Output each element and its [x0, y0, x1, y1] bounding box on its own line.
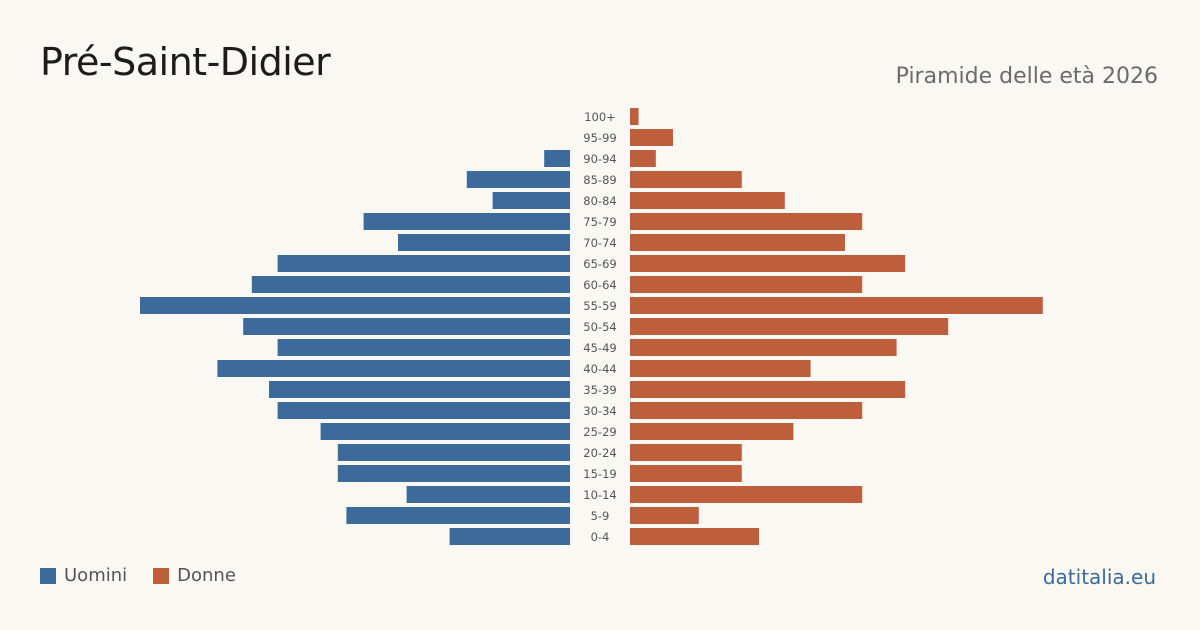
page-title: Pré-Saint-Didier — [40, 40, 331, 84]
bar-men-30-34 — [277, 402, 570, 419]
brand-link[interactable]: datitalia.eu — [1042, 565, 1156, 589]
age-label-50-54: 50-54 — [583, 320, 616, 334]
bar-men-5-9 — [346, 507, 570, 524]
age-label-45-49: 45-49 — [583, 341, 616, 355]
legend-swatch-women — [153, 567, 170, 584]
bar-women-95-99 — [630, 129, 673, 146]
age-label-20-24: 20-24 — [583, 446, 616, 460]
age-label-70-74: 70-74 — [583, 236, 616, 250]
bar-women-35-39 — [630, 381, 906, 398]
bar-men-75-79 — [363, 213, 570, 230]
bar-women-5-9 — [630, 507, 699, 524]
bar-men-90-94 — [544, 150, 570, 167]
bar-women-10-14 — [630, 486, 863, 503]
age-label-15-19: 15-19 — [583, 467, 616, 481]
bar-women-25-29 — [630, 423, 794, 440]
bar-men-80-84 — [492, 192, 570, 209]
bar-men-20-24 — [337, 444, 570, 461]
age-label-75-79: 75-79 — [583, 215, 616, 229]
bar-women-40-44 — [630, 360, 811, 377]
bar-women-60-64 — [630, 276, 863, 293]
bar-women-75-79 — [630, 213, 863, 230]
bar-men-15-19 — [337, 465, 570, 482]
bar-women-20-24 — [630, 444, 742, 461]
bar-men-40-44 — [217, 360, 570, 377]
bar-men-70-74 — [398, 234, 570, 251]
bar-women-55-59 — [630, 297, 1043, 314]
bar-men-85-89 — [466, 171, 570, 188]
bar-women-0-4 — [630, 528, 759, 545]
bar-men-50-54 — [243, 318, 570, 335]
legend-item-men: Uomini — [40, 565, 127, 586]
age-label-35-39: 35-39 — [583, 383, 616, 397]
age-label-65-69: 65-69 — [583, 257, 616, 271]
legend-label-men: Uomini — [64, 565, 128, 586]
legend-label-women: Donne — [177, 565, 236, 586]
bar-women-70-74 — [630, 234, 845, 251]
bar-men-60-64 — [251, 276, 571, 293]
legend-item-women: Donne — [153, 565, 236, 586]
age-label-40-44: 40-44 — [583, 362, 616, 376]
bar-women-65-69 — [630, 255, 906, 272]
age-label-25-29: 25-29 — [583, 425, 616, 439]
age-label-30-34: 30-34 — [583, 404, 616, 418]
bar-men-10-14 — [406, 486, 570, 503]
age-label-95-99: 95-99 — [583, 131, 616, 145]
bar-women-85-89 — [630, 171, 742, 188]
age-label-80-84: 80-84 — [583, 194, 616, 208]
age-label-5-9: 5-9 — [591, 509, 610, 523]
chart-subtitle: Piramide delle età 2026 — [895, 64, 1158, 89]
bar-women-30-34 — [630, 402, 863, 419]
legend-swatch-men — [40, 567, 56, 584]
bar-women-100plus — [630, 108, 639, 125]
age-label-100plus: 100+ — [584, 110, 616, 124]
bar-men-25-29 — [320, 423, 570, 440]
age-label-90-94: 90-94 — [583, 152, 616, 166]
bar-men-35-39 — [269, 381, 570, 398]
age-label-0-4: 0-4 — [591, 530, 610, 544]
bar-women-15-19 — [630, 465, 742, 482]
bar-women-50-54 — [630, 318, 949, 335]
population-pyramid-chart: 100+ 95-99 90-94 85-89 80-84 75-79 70-74 65-69 6… — [140, 108, 1043, 545]
age-label-85-89: 85-89 — [583, 173, 616, 187]
bar-men-0-4 — [449, 528, 570, 545]
age-label-60-64: 60-64 — [583, 278, 616, 292]
bar-women-80-84 — [630, 192, 785, 209]
legend: Uomini Donne — [40, 565, 262, 586]
bar-men-45-49 — [277, 339, 570, 356]
bar-women-90-94 — [630, 150, 656, 167]
bar-men-55-59 — [140, 297, 570, 314]
age-label-10-14: 10-14 — [583, 488, 616, 502]
bar-women-45-49 — [630, 339, 897, 356]
age-label-55-59: 55-59 — [583, 299, 616, 313]
bar-men-65-69 — [277, 255, 570, 272]
